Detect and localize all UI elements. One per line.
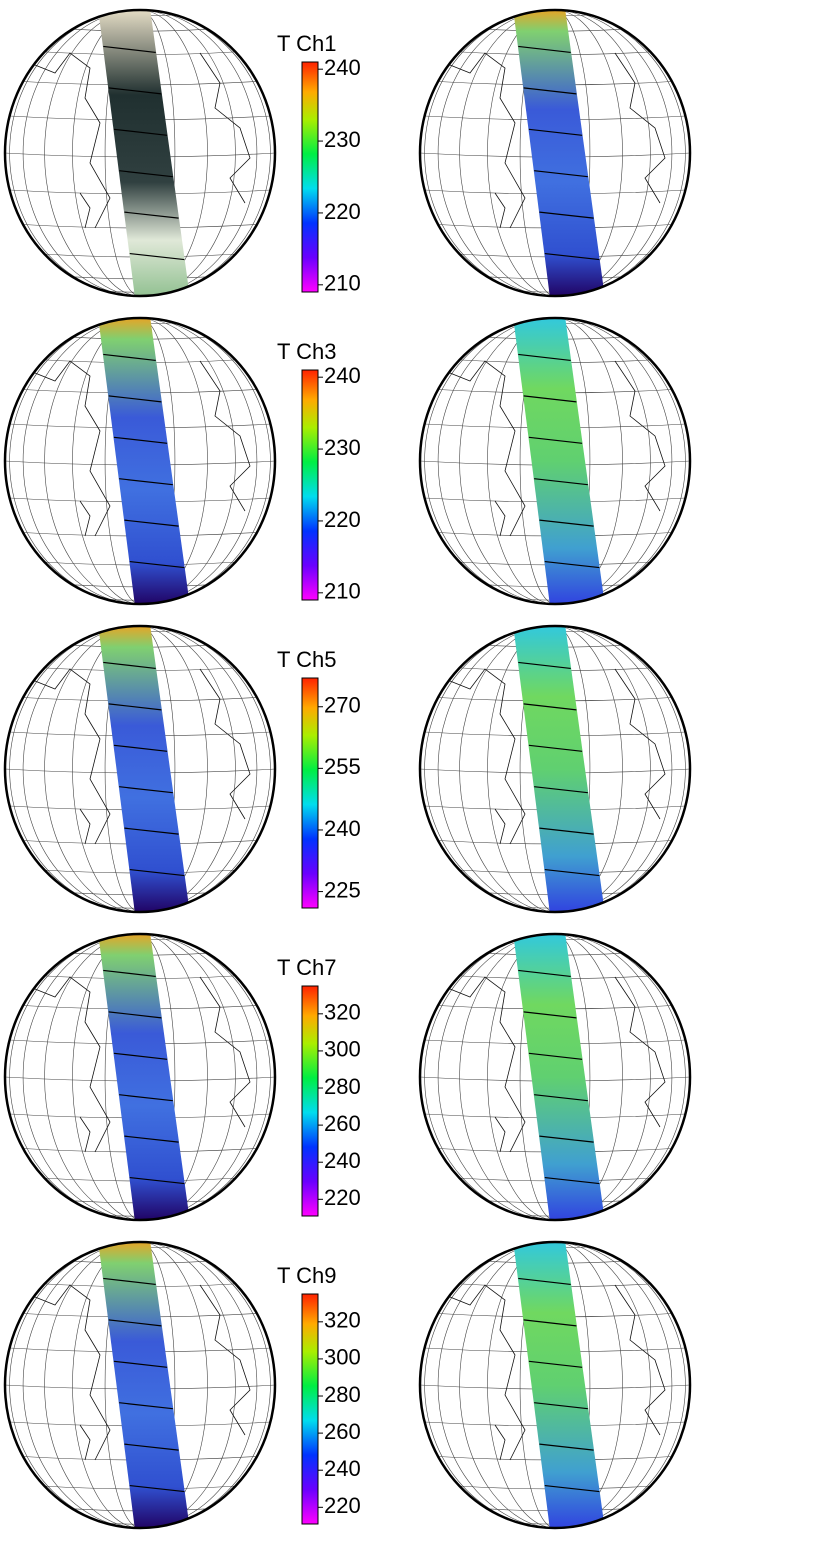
figure: T Ch1210220230240T Ch2210220230240T Ch32…	[0, 0, 840, 1542]
colorbar-title: T Ch1	[277, 31, 337, 56]
panel: T Ch10220240260280300320	[420, 1240, 840, 1530]
colorbar-tick-label: 320	[324, 1308, 361, 1333]
colorbar-tick-label: 220	[324, 1185, 361, 1210]
colorbar-tick-label: 300	[324, 1037, 361, 1062]
panel: T Ch1 210 220 230 240	[5, 8, 361, 298]
colorbar-tick-label: 210	[324, 271, 361, 296]
panel: T Ch2210220230240	[420, 8, 840, 298]
colorbar	[302, 1294, 318, 1524]
colorbar-tick-label: 240	[324, 1148, 361, 1173]
colorbar	[302, 986, 318, 1216]
colorbar-tick-label: 230	[324, 127, 361, 152]
panel: T Ch6225240255270	[420, 624, 840, 914]
colorbar-tick-label: 230	[324, 435, 361, 460]
colorbar-title: T Ch9	[277, 1263, 337, 1288]
colorbar-tick-label: 300	[324, 1345, 361, 1370]
panel: T Ch3 210 220 230 240	[5, 316, 361, 606]
colorbar-tick-label: 220	[324, 507, 361, 532]
panel: T Ch4210220230240	[420, 316, 840, 606]
colorbar-tick-label: 260	[324, 1419, 361, 1444]
colorbar	[302, 62, 318, 292]
colorbar-tick-label: 240	[324, 816, 361, 841]
colorbar	[302, 370, 318, 600]
colorbar-tick-label: 280	[324, 1382, 361, 1407]
colorbar-tick-label: 270	[324, 693, 361, 718]
panel: T Ch9 220 240 260 280 300 320	[5, 1240, 361, 1530]
colorbar-tick-label: 210	[324, 579, 361, 604]
colorbar-tick-label: 220	[324, 199, 361, 224]
colorbar-title: T Ch5	[277, 647, 337, 672]
colorbar-tick-label: 240	[324, 55, 361, 80]
panel: T Ch5 225 240 255 270	[5, 624, 361, 914]
colorbar-tick-label: 255	[324, 754, 361, 779]
colorbar-title: T Ch3	[277, 339, 337, 364]
colorbar-tick-label: 320	[324, 1000, 361, 1025]
colorbar-tick-label: 220	[324, 1493, 361, 1518]
colorbar-tick-label: 240	[324, 363, 361, 388]
colorbar-tick-label: 225	[324, 877, 361, 902]
colorbar	[302, 678, 318, 908]
page: {"chart_data": [ {"type": "map", "title"…	[0, 0, 840, 1542]
colorbar-tick-label: 280	[324, 1074, 361, 1099]
panel: T Ch8220240260280300320	[420, 932, 840, 1222]
colorbar-tick-label: 240	[324, 1456, 361, 1481]
panel: T Ch7 220 240 260 280 300 320	[5, 932, 361, 1222]
colorbar-title: T Ch7	[277, 955, 337, 980]
colorbar-tick-label: 260	[324, 1111, 361, 1136]
